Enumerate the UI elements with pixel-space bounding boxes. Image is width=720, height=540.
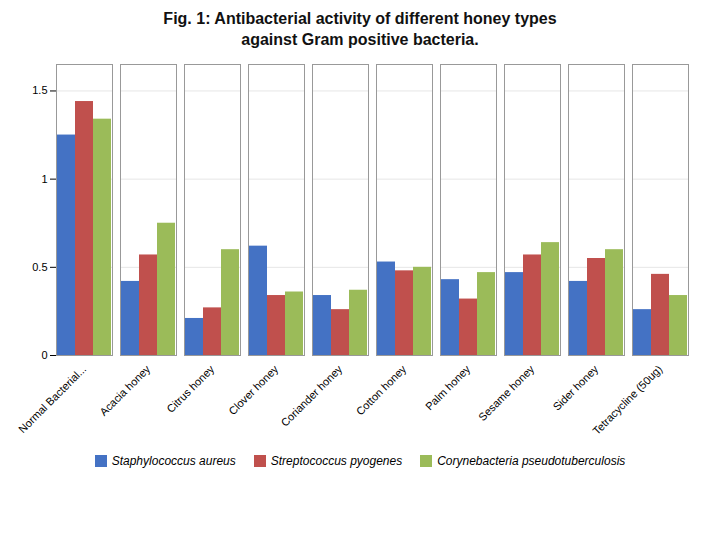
svg-text:0: 0 — [41, 349, 47, 361]
svg-text:Tetracycline (50ug): Tetracycline (50ug) — [590, 363, 664, 437]
svg-text:Palm honey: Palm honey — [423, 362, 473, 412]
svg-text:1: 1 — [41, 173, 47, 185]
html-text:Fig. 1: Antibacterial activity: Fig. 1: Antibacterial activity of differ… — [163, 10, 557, 27]
svg-text:Sesame honey: Sesame honey — [476, 362, 537, 423]
svg-text:Normal Bacterial...: Normal Bacterial... — [16, 363, 88, 435]
svg-text:Clover honey: Clover honey — [226, 362, 281, 417]
html-text:Corynebacteria pseudotuberculo: Corynebacteria pseudotuberculosis — [437, 454, 626, 468]
svg-text:0.5: 0.5 — [32, 261, 47, 273]
svg-text:Cotton honey: Cotton honey — [354, 362, 409, 417]
svg-text:Acacia honey: Acacia honey — [97, 362, 153, 418]
svg-text:Sider honey: Sider honey — [550, 362, 600, 412]
html-text:Staphylococcus aureus: Staphylococcus aureus — [111, 454, 236, 468]
html-text:against Gram positive bacteria: against Gram positive bacteria. — [241, 31, 479, 48]
svg-text:Citrus honey: Citrus honey — [164, 362, 217, 415]
html-text:Streptococcus pyogenes: Streptococcus pyogenes — [270, 454, 403, 468]
svg-text:Coriander honey: Coriander honey — [278, 362, 344, 428]
svg-text:1.5: 1.5 — [32, 84, 47, 96]
